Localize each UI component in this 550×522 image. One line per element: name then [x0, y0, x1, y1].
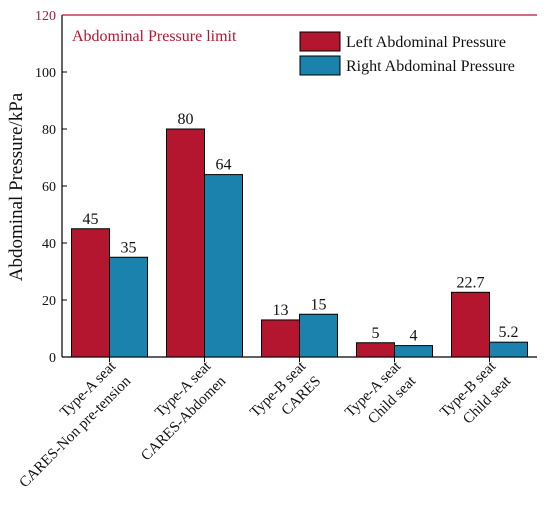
bar-right: [299, 313, 338, 358]
bar-right: [489, 341, 528, 358]
legend-label: Left Abdominal Pressure: [346, 34, 506, 51]
y-tick-label: 100: [35, 66, 56, 81]
bar-value-label: 80: [178, 111, 194, 128]
bar-left: [451, 291, 490, 358]
y-tick-label: 60: [42, 180, 56, 195]
legend-label: Right Abdominal Pressure: [346, 58, 515, 75]
bar-value-label: 64: [216, 157, 232, 174]
bar-value-label: 15: [311, 296, 327, 313]
bars-layer: [71, 128, 528, 358]
y-tick-label: 40: [42, 237, 56, 252]
bar-left: [166, 128, 205, 358]
y-tick-label: 120: [35, 9, 56, 24]
y-tick-label: 20: [42, 294, 56, 309]
bar-right: [204, 174, 243, 358]
bar-value-label: 13: [273, 302, 289, 319]
legend-swatch: [299, 55, 341, 76]
y-tick-label: 0: [49, 351, 56, 366]
bar-value-label: 22.7: [457, 274, 485, 291]
bar-left: [71, 228, 110, 358]
bar-left: [356, 342, 395, 358]
bar-value-label: 5.2: [499, 324, 519, 341]
y-tick-label: 80: [42, 123, 56, 138]
bar-value-label: 35: [121, 239, 137, 256]
bar-right: [394, 345, 433, 358]
bar-value-label: 4: [410, 328, 418, 345]
bar-value-label: 5: [372, 325, 380, 342]
legend-swatch: [299, 31, 341, 52]
bar-right: [109, 256, 148, 358]
axes-layer: 0 20 40 60 80 100 120 Abdominal Pressure limit: [35, 9, 537, 366]
y-axis-title: Abdominal Pressure/kPa: [6, 92, 27, 281]
bar-value-label: 45: [83, 211, 99, 228]
bar-left: [261, 319, 300, 358]
reference-limit-label: Abdominal Pressure limit: [72, 28, 237, 45]
